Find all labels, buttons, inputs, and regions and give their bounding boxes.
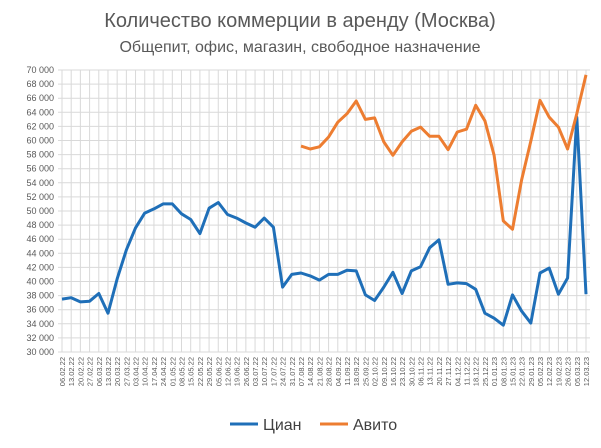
x-tick-label: 13.11.22: [426, 357, 435, 386]
y-tick-label: 36 000: [26, 305, 54, 315]
x-tick-label: 12.03.23: [582, 357, 591, 386]
x-tick-label: 28.08.22: [325, 357, 334, 386]
y-tick-label: 32 000: [26, 333, 54, 343]
x-tick-label: 26.02.23: [564, 357, 573, 386]
grid: [58, 69, 590, 353]
y-tick-label: 34 000: [26, 319, 54, 329]
legend-label: Авито: [353, 417, 397, 434]
x-tick-label: 17.07.22: [269, 357, 278, 386]
y-tick-label: 58 000: [26, 150, 54, 160]
y-tick-label: 60 000: [26, 136, 54, 146]
x-tick-label: 09.10.22: [380, 357, 389, 386]
y-tick-label: 50 000: [26, 206, 54, 216]
x-tick-label: 06.11.22: [417, 357, 426, 386]
y-tick-label: 68 000: [26, 79, 54, 89]
x-tick-label: 12.06.22: [223, 357, 232, 386]
y-tick-label: 52 000: [26, 192, 54, 202]
y-axis: 30 000 32 000 34 000 36 000 38 000 40 000 42 0…: [26, 65, 54, 357]
series-line-avito: [300, 74, 588, 231]
x-tick-label: 31.07.22: [288, 357, 297, 386]
y-tick-label: 70 000: [26, 65, 54, 75]
x-tick-label: 22.05.22: [196, 357, 205, 386]
x-tick-label: 20.03.22: [113, 357, 122, 386]
x-tick-label: 30.10.22: [407, 357, 416, 386]
x-tick-label: 15.01.23: [508, 357, 517, 386]
x-tick-label: 13.02.22: [67, 357, 76, 386]
y-tick-label: 30 000: [26, 347, 54, 357]
y-tick-label: 66 000: [26, 93, 54, 103]
x-tick-label: 29.05.22: [205, 357, 214, 386]
x-tick-label: 03.07.22: [251, 357, 260, 386]
x-tick-label: 20.11.22: [435, 357, 444, 386]
x-tick-label: 19.06.22: [233, 357, 242, 386]
x-tick-label: 22.01.23: [518, 357, 527, 386]
x-tick-label: 04.09.22: [334, 357, 343, 386]
x-tick-label: 27.02.22: [86, 357, 95, 386]
x-tick-label: 27.03.22: [122, 357, 131, 386]
x-tick-label: 05.02.23: [536, 357, 545, 386]
y-tick-label: 48 000: [26, 220, 54, 230]
x-tick-label: 18.12.22: [472, 357, 481, 386]
x-tick-label: 23.10.22: [398, 357, 407, 386]
x-tick-label: 15.05.22: [187, 357, 196, 386]
x-tick-label: 27.11.22: [444, 357, 453, 386]
x-tick-label: 02.10.22: [371, 357, 380, 386]
y-tick-label: 54 000: [26, 178, 54, 188]
x-tick-label: 05.06.22: [214, 357, 223, 386]
y-tick-label: 62 000: [26, 121, 54, 131]
x-tick-label: 20.02.22: [76, 357, 85, 386]
x-tick-label: 25.12.22: [481, 357, 490, 386]
x-tick-label: 11.12.22: [462, 357, 471, 386]
x-tick-label: 07.08.22: [297, 357, 306, 386]
x-tick-label: 01.01.23: [490, 357, 499, 386]
series-line-cian: [61, 115, 588, 327]
x-tick-label: 06.02.22: [58, 357, 67, 386]
y-tick-label: 38 000: [26, 291, 54, 301]
y-tick-label: 46 000: [26, 234, 54, 244]
chart-subtitle: Общепит, офис, магазин, свободное назнач…: [119, 39, 480, 56]
x-tick-label: 29.01.23: [527, 357, 536, 386]
x-tick-label: 21.08.22: [315, 357, 324, 386]
x-tick-label: 24.07.22: [279, 357, 288, 386]
y-tick-label: 44 000: [26, 248, 54, 258]
x-tick-label: 08.05.22: [178, 357, 187, 386]
x-tick-label: 01.05.22: [168, 357, 177, 386]
x-tick-label: 11.09.22: [343, 357, 352, 386]
y-tick-label: 42 000: [26, 262, 54, 272]
legend-label: Циан: [263, 417, 302, 434]
x-tick-label: 19.02.23: [554, 357, 563, 386]
x-tick-label: 25.09.22: [361, 357, 370, 386]
x-tick-label: 05.03.23: [573, 357, 582, 386]
x-tick-label: 17.04.22: [150, 357, 159, 386]
x-tick-label: 04.12.22: [453, 357, 462, 386]
y-tick-label: 56 000: [26, 164, 54, 174]
legend: Циан Авито: [230, 417, 397, 434]
x-tick-label: 18.09.22: [352, 357, 361, 386]
x-tick-label: 06.03.22: [95, 357, 104, 386]
x-tick-label: 14.08.22: [306, 357, 315, 386]
x-tick-label: 13.03.22: [104, 357, 113, 386]
x-tick-label: 03.04.22: [132, 357, 141, 386]
x-tick-label: 10.04.22: [141, 357, 150, 386]
x-axis: 06.02.22 13.02.22 20.02.22 27.02.22 06.03.22…: [58, 357, 591, 386]
x-tick-label: 16.10.22: [389, 357, 398, 386]
series-lines: [61, 74, 588, 327]
y-tick-label: 64 000: [26, 107, 54, 117]
x-tick-label: 08.01.23: [499, 357, 508, 386]
chart-title: Количество коммерции в аренду (Москва): [104, 10, 496, 32]
x-tick-label: 24.04.22: [159, 357, 168, 386]
x-tick-label: 10.07.22: [260, 357, 269, 386]
x-tick-label: 26.06.22: [242, 357, 251, 386]
y-tick-label: 40 000: [26, 277, 54, 287]
x-tick-label: 12.02.23: [545, 357, 554, 386]
